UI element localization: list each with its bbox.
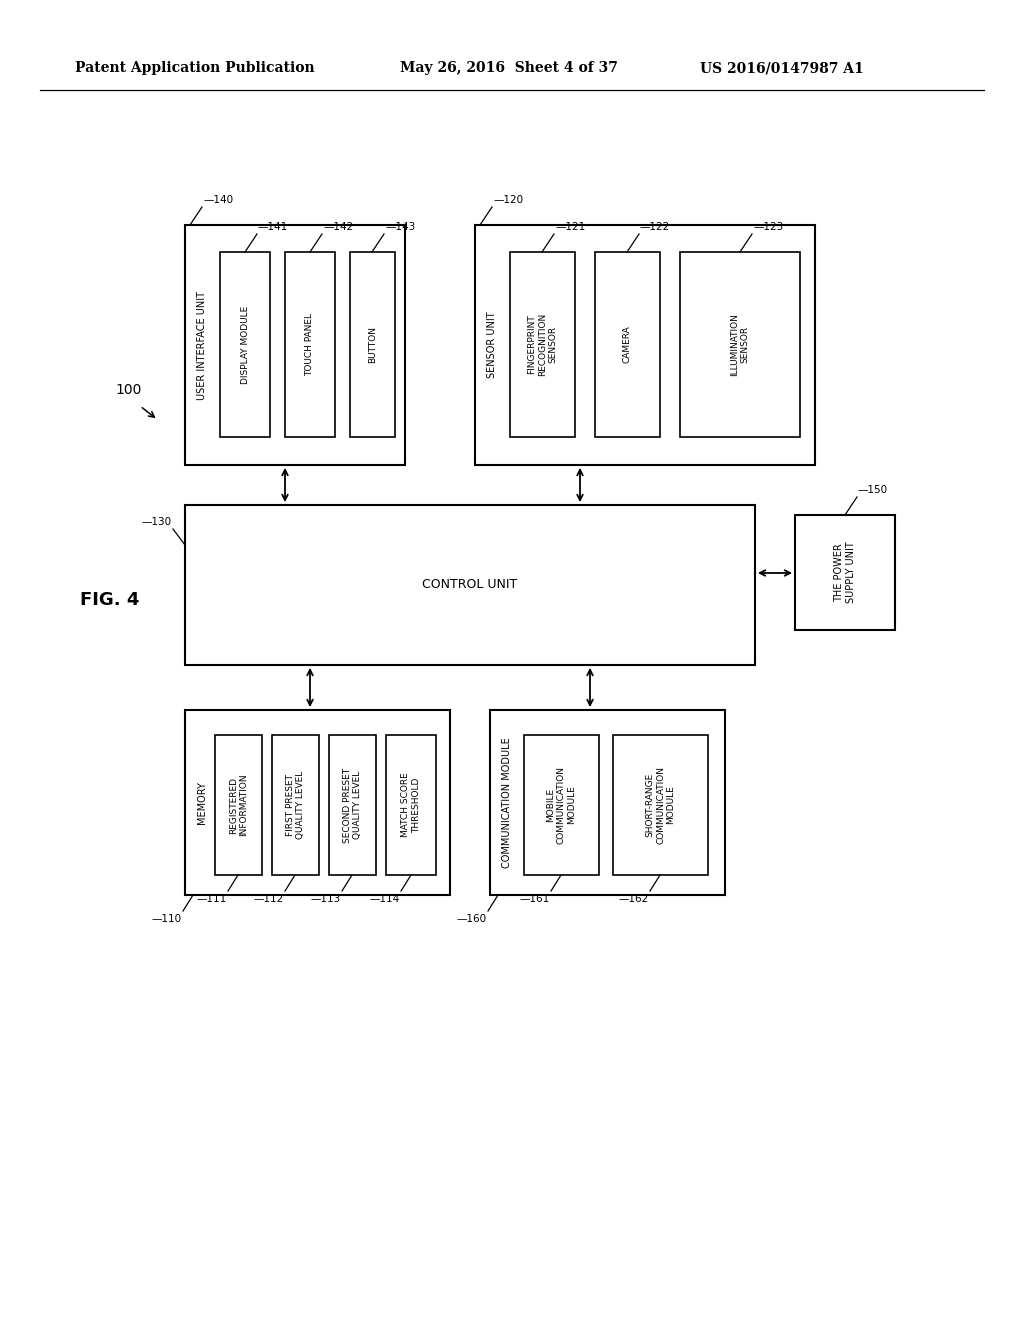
Text: SHORT-RANGE
COMMUNICATION
MODULE: SHORT-RANGE COMMUNICATION MODULE: [645, 766, 676, 843]
Text: SECOND PRESET
QUALITY LEVEL: SECOND PRESET QUALITY LEVEL: [343, 767, 362, 842]
Text: —140: —140: [203, 195, 233, 205]
Text: MEMORY: MEMORY: [197, 781, 207, 824]
Text: —121: —121: [555, 222, 586, 232]
Text: —113: —113: [310, 894, 341, 904]
Text: —160: —160: [457, 913, 487, 924]
Text: MATCH SCORE
THRESHOLD: MATCH SCORE THRESHOLD: [401, 772, 421, 837]
Text: —143: —143: [385, 222, 416, 232]
Text: —122: —122: [640, 222, 671, 232]
Text: —114: —114: [370, 894, 400, 904]
Text: USER INTERFACE UNIT: USER INTERFACE UNIT: [197, 290, 207, 400]
Text: Patent Application Publication: Patent Application Publication: [75, 61, 314, 75]
Text: CONTROL UNIT: CONTROL UNIT: [422, 578, 517, 591]
Text: FIG. 4: FIG. 4: [80, 591, 139, 609]
Bar: [285, 252, 335, 437]
Text: —110: —110: [152, 913, 182, 924]
Bar: [524, 735, 599, 875]
Text: —161: —161: [520, 894, 550, 904]
Text: MOBILE
COMMUNICATION
MODULE: MOBILE COMMUNICATION MODULE: [547, 766, 577, 843]
Bar: [490, 710, 725, 895]
Text: FIRST PRESET
QUALITY LEVEL: FIRST PRESET QUALITY LEVEL: [286, 771, 305, 840]
Bar: [680, 252, 800, 437]
Text: COMMUNICATION MODULE: COMMUNICATION MODULE: [502, 737, 512, 867]
Bar: [329, 735, 376, 875]
Text: —130: —130: [142, 517, 172, 527]
Text: —120: —120: [493, 195, 523, 205]
Bar: [215, 735, 262, 875]
Bar: [613, 735, 708, 875]
Text: —141: —141: [258, 222, 288, 232]
Text: —112: —112: [254, 894, 284, 904]
Text: —142: —142: [323, 222, 353, 232]
Text: REGISTERED
INFORMATION: REGISTERED INFORMATION: [228, 774, 248, 837]
Text: 100: 100: [115, 383, 141, 397]
Bar: [185, 506, 755, 665]
Bar: [185, 710, 450, 895]
Text: CAMERA: CAMERA: [623, 326, 632, 363]
Bar: [795, 515, 895, 630]
Bar: [185, 224, 406, 465]
Bar: [510, 252, 575, 437]
Text: —111: —111: [197, 894, 227, 904]
Bar: [386, 735, 436, 875]
Text: THE POWER
SUPPLY UNIT: THE POWER SUPPLY UNIT: [835, 541, 856, 603]
Text: FINGERPRINT
RECOGNITION
SENSOR: FINGERPRINT RECOGNITION SENSOR: [527, 313, 557, 376]
Text: US 2016/0147987 A1: US 2016/0147987 A1: [700, 61, 864, 75]
Text: TOUCH PANEL: TOUCH PANEL: [305, 313, 314, 376]
Text: BUTTON: BUTTON: [368, 326, 377, 363]
Bar: [272, 735, 319, 875]
Bar: [220, 252, 270, 437]
Text: —162: —162: [618, 894, 649, 904]
Text: —150: —150: [858, 484, 888, 495]
Text: ILLUMINATION
SENSOR: ILLUMINATION SENSOR: [730, 313, 750, 376]
Text: SENSOR UNIT: SENSOR UNIT: [487, 312, 497, 379]
Bar: [350, 252, 395, 437]
Text: DISPLAY MODULE: DISPLAY MODULE: [241, 305, 250, 384]
Text: May 26, 2016  Sheet 4 of 37: May 26, 2016 Sheet 4 of 37: [400, 61, 617, 75]
Bar: [595, 252, 660, 437]
Bar: [475, 224, 815, 465]
Text: —123: —123: [753, 222, 783, 232]
